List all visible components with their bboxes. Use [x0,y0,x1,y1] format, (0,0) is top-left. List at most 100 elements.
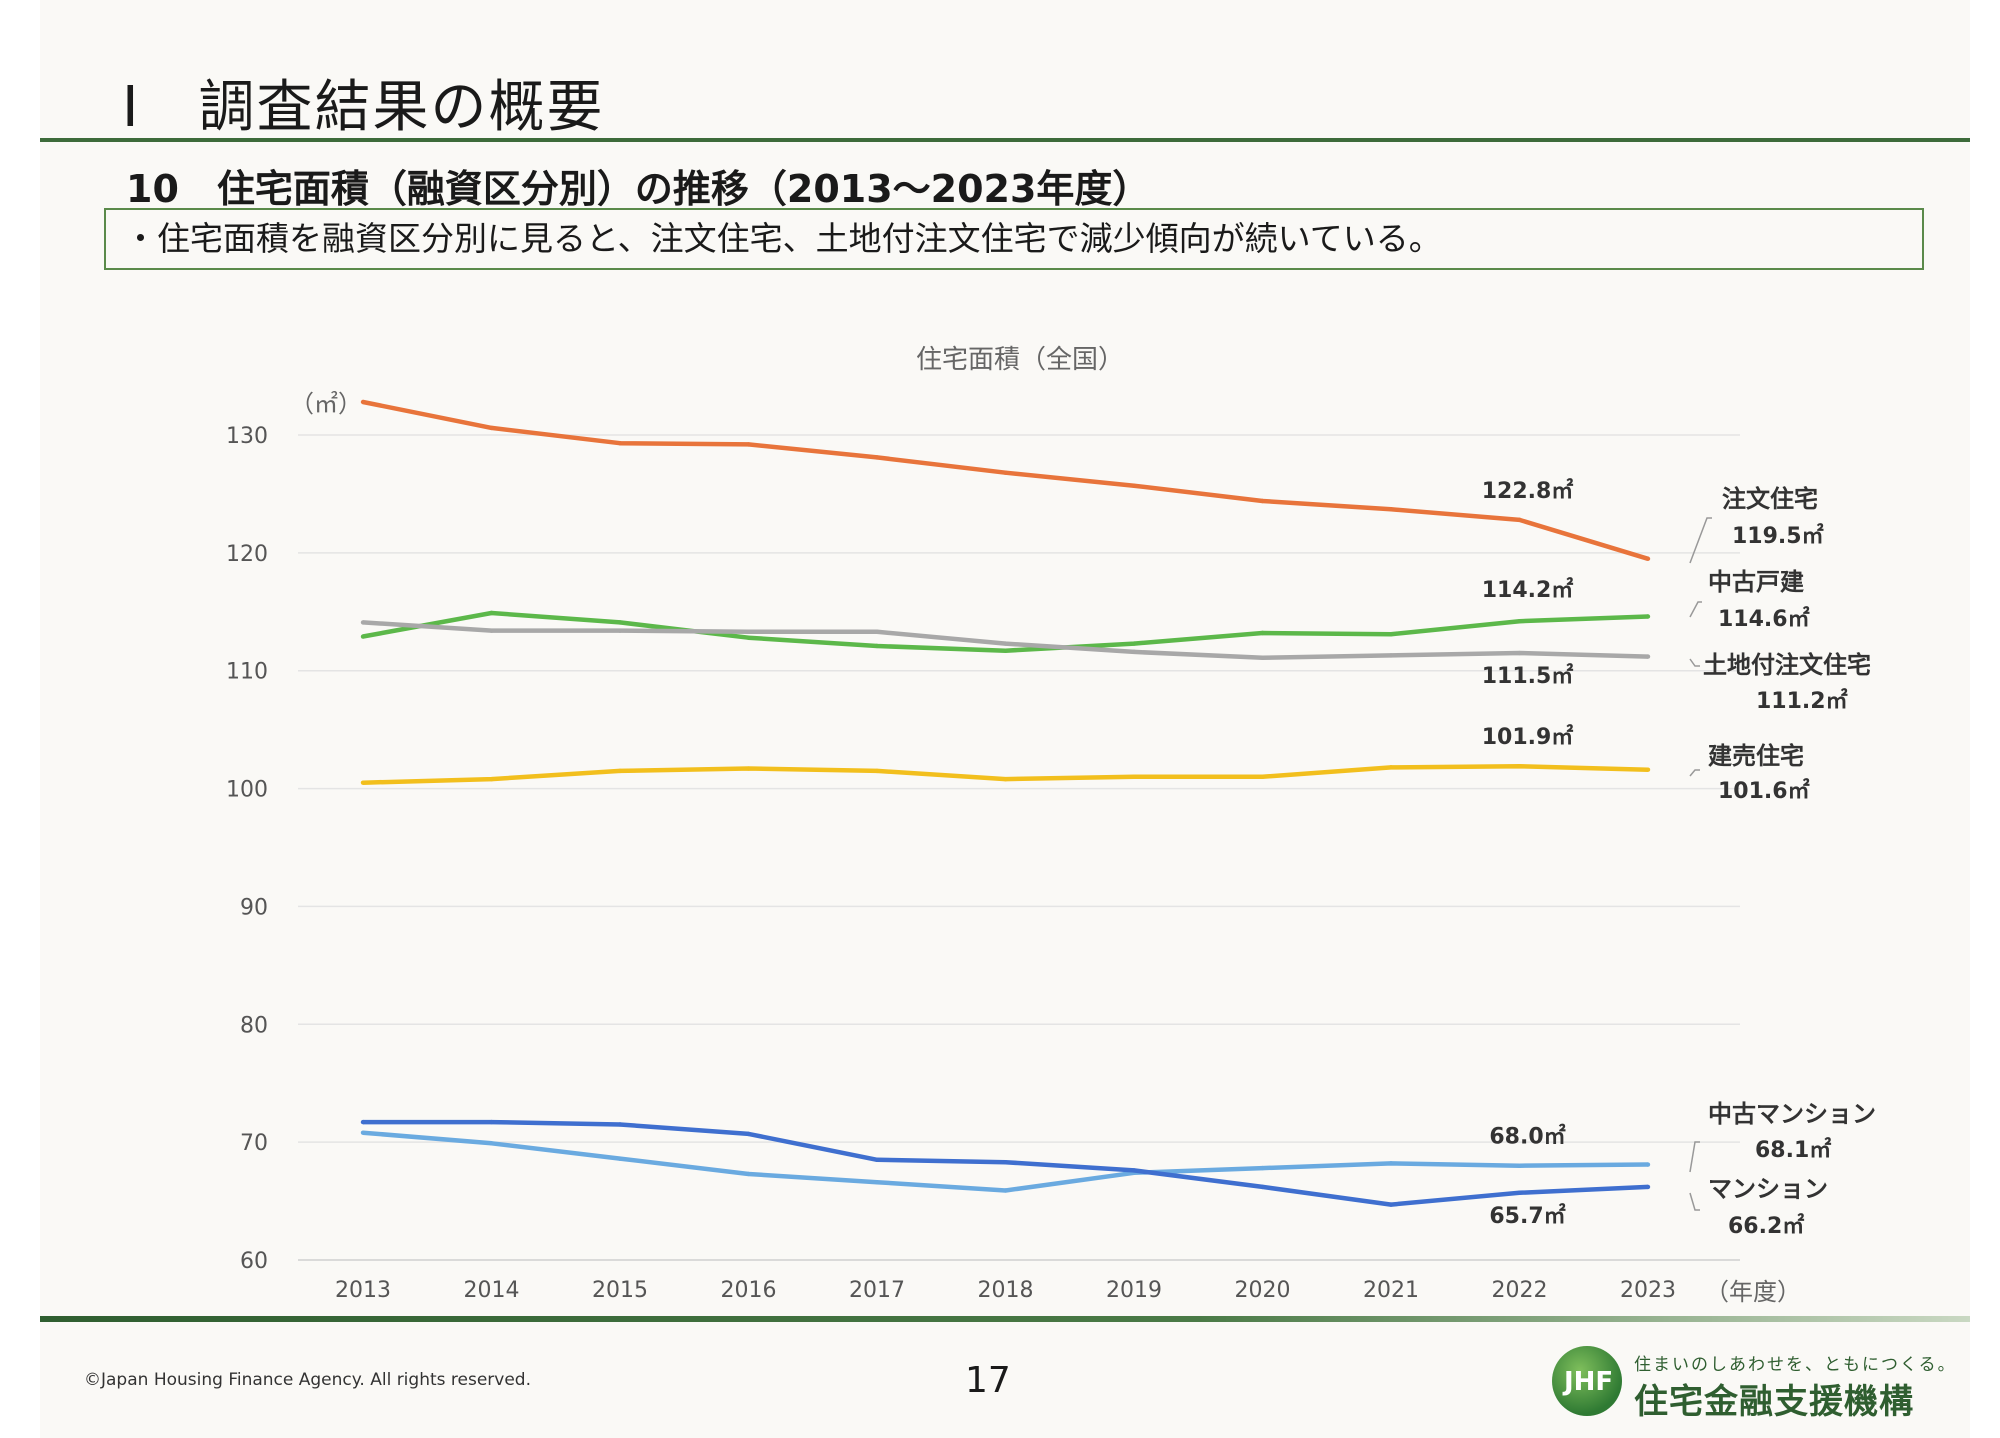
leader-line [1689,601,1702,618]
leader-line [1689,1141,1700,1173]
leader-line [1689,517,1712,564]
series-chuko-kodate-point [746,635,751,640]
title-divider [40,138,1970,142]
series-mansion-point [1260,1184,1265,1190]
series-chuko-mansion-point [874,1180,880,1185]
x-tick-label: 2019 [1106,1278,1162,1303]
y-tick-label: 100 [226,778,268,803]
y-axis: 60 70 80 90 100 110 120 130 [226,424,268,1274]
series-chuko-mansion-point [617,1156,623,1161]
series-chuko-mansion-point [746,1171,751,1177]
summary-box: ・住宅面積を融資区分別に見ると、注文住宅、土地付注文住宅で減少傾向が続いている。 [104,208,1924,270]
series-tochitsuki-point [1517,650,1522,656]
series-tochitsuki-point [1260,655,1265,660]
x-tick-label: 2017 [849,1278,905,1303]
series-chuko-kodate-point [1645,614,1651,619]
x-tick-label: 2020 [1235,1278,1291,1303]
value-label-2022: 111.5㎡ [1482,663,1574,689]
y-tick-label: 90 [240,895,268,920]
series-tochitsuki-legend-name: 土地付注文住宅 [1703,651,1871,679]
series-tochitsuki-end-value: 111.2㎡ [1756,688,1848,714]
series-chuko-mansion-point [1645,1162,1651,1167]
series-tochitsuki-point [874,629,880,635]
series-mansion-point [489,1119,494,1125]
y-tick-label: 120 [226,542,268,567]
y-axis-unit: （㎡） [290,390,362,418]
org-name: 住宅金融支援機構 [1634,1382,1914,1422]
series-mansion-legend-name: マンション [1708,1175,1828,1203]
series-chuko-kodate-point [1003,648,1008,653]
series-tochitsuki-point [489,628,494,633]
series-chuko-mansion-point [1517,1163,1522,1168]
series-chumon-end-value: 119.5㎡ [1732,523,1824,549]
slide: Ⅰ 調査結果の概要 10 住宅面積（融資区分別）の推移（2013～2023年度）… [40,0,1970,1438]
y-tick-label: 70 [240,1131,268,1156]
value-label-2022: 114.2㎡ [1482,577,1574,603]
series-tateuri-point [1517,763,1522,769]
series-chuko-mansion-legend-name: 中古マンション [1708,1100,1876,1128]
series-mansion-point [874,1157,880,1163]
copyright: ©Japan Housing Finance Agency. All right… [84,1370,531,1390]
series-tateuri-legend-name: 建売住宅 [1708,742,1804,770]
line-chart: 住宅面積（全国） （㎡） （年度） 60 70 80 90 100 110 120 130 2… [226,345,1876,1306]
series-chumon-point [489,425,494,431]
series-mansion-point [1131,1168,1137,1173]
series-chuko-kodate-point [489,610,494,616]
value-label-2022: 65.7㎡ [1489,1203,1565,1229]
series-chuko-kodate-end-value: 114.6㎡ [1718,606,1810,632]
x-tick-label: 2018 [978,1278,1034,1303]
series-tochitsuki-point [1003,641,1008,646]
jhf-logo-icon: JHF [1552,1346,1622,1416]
series-tateuri-point [1003,776,1008,782]
series-chuko-kodate-point [1517,619,1522,624]
series-chumon-line [362,399,1649,561]
series-mansion-point [617,1122,623,1127]
series-chumon-point [1260,498,1265,504]
series-tateuri-point [617,768,623,774]
series-chuko-mansion-point [489,1141,494,1146]
series-mansion-point [360,1119,366,1125]
x-tick-label: 2016 [721,1278,777,1303]
series-chuko-mansion-end-value: 68.1㎡ [1755,1137,1831,1163]
series-chumon-legend-name: 注文住宅 [1722,485,1818,513]
series-chuko-kodate-legend-name: 中古戸建 [1708,568,1804,596]
series-tochitsuki-point [1645,654,1651,659]
series-tochitsuki-point [746,629,751,635]
series-chumon-point [1645,556,1651,561]
series-chumon-point [1003,470,1008,475]
series-tateuri-end-value: 101.6㎡ [1718,778,1810,804]
page-title: Ⅰ 調査結果の概要 [122,75,605,140]
series-chumon-point [360,399,366,405]
series-tateuri-point [1260,774,1265,779]
series-tateuri-point [1388,765,1394,770]
series-chuko-kodate-point [360,634,366,639]
leader-line [1689,658,1700,667]
series-tochitsuki-point [1131,649,1137,655]
series-mansion-point [1003,1159,1008,1165]
value-label-2022: 68.0㎡ [1489,1124,1565,1150]
series-mansion-point [1388,1202,1394,1207]
series-chuko-kodate-point [874,643,880,649]
series-mansion-end-value: 66.2㎡ [1728,1213,1804,1239]
series-tateuri-point [746,766,751,771]
leader-line [1689,1192,1700,1211]
series-chumon-point [1388,507,1394,512]
y-tick-label: 110 [226,660,268,685]
series-chumon-point [617,441,623,446]
series-chuko-mansion-point [360,1130,366,1135]
logo-mark: JHF [1564,1367,1614,1397]
series-chuko-mansion-point [1003,1188,1008,1193]
series-mansion-point [1517,1190,1522,1196]
series-group [360,399,1651,1207]
chart-title: 住宅面積（全国） [916,345,1124,375]
series-chuko-mansion-point [1260,1165,1265,1171]
series-tateuri-point [489,776,494,782]
series-mansion-point [746,1131,751,1137]
y-tick-label: 60 [240,1249,268,1274]
leader-line [1689,769,1700,777]
series-tochitsuki-point [617,628,623,633]
series-chumon-point [1517,517,1522,523]
series-chumon-point [1131,483,1137,488]
series-tochitsuki-point [360,620,366,625]
series-mansion-point [1645,1184,1651,1190]
